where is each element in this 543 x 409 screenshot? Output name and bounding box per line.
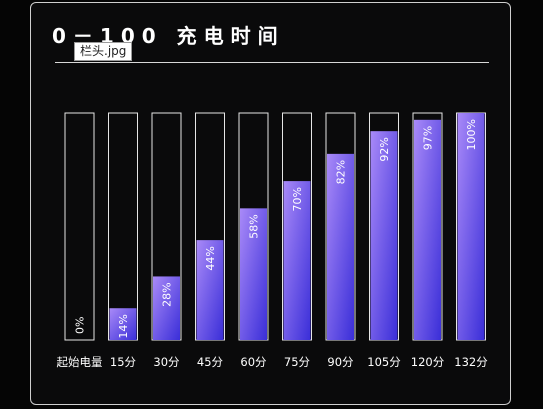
bar-value-label: 28% — [161, 282, 174, 306]
bar-fill — [370, 131, 398, 340]
bar-value-label: 70% — [291, 187, 304, 211]
x-tick-label: 105分 — [367, 355, 401, 369]
bar-value-label: 82% — [335, 160, 348, 184]
x-tick-label: 30分 — [153, 355, 180, 369]
bar-frame — [64, 112, 95, 341]
bar-fill — [283, 181, 311, 340]
x-tick-label: 45分 — [197, 355, 224, 369]
bar-fill — [109, 308, 137, 340]
filename-tooltip: 栏头.jpg — [74, 42, 133, 61]
x-tick-label: 60分 — [240, 355, 267, 369]
bar-fill — [414, 119, 441, 340]
bar-value-label: 58% — [248, 214, 261, 238]
bar-value-label: 14% — [117, 314, 130, 338]
bar-fill — [327, 153, 354, 340]
bar-value-label: 100% — [465, 119, 478, 150]
bar-frame — [108, 112, 138, 341]
x-tick-label: 起始电量 — [57, 355, 103, 369]
bar-value-label: 44% — [204, 246, 217, 270]
x-tick-label: 15分 — [110, 355, 137, 369]
x-tick-label: 75分 — [284, 355, 311, 369]
bar-fill — [240, 208, 267, 340]
bar-fill — [196, 240, 224, 340]
bar-fill — [457, 113, 485, 340]
x-tick-label: 132分 — [454, 355, 488, 369]
bar-fill — [153, 276, 180, 340]
title-divider — [55, 62, 489, 63]
bar-value-label: 97% — [422, 126, 435, 150]
bar-value-label: 92% — [378, 137, 391, 161]
bar-value-label: 0% — [74, 317, 87, 334]
x-tick-label: 120分 — [411, 355, 445, 369]
x-tick-label: 90分 — [327, 355, 354, 369]
